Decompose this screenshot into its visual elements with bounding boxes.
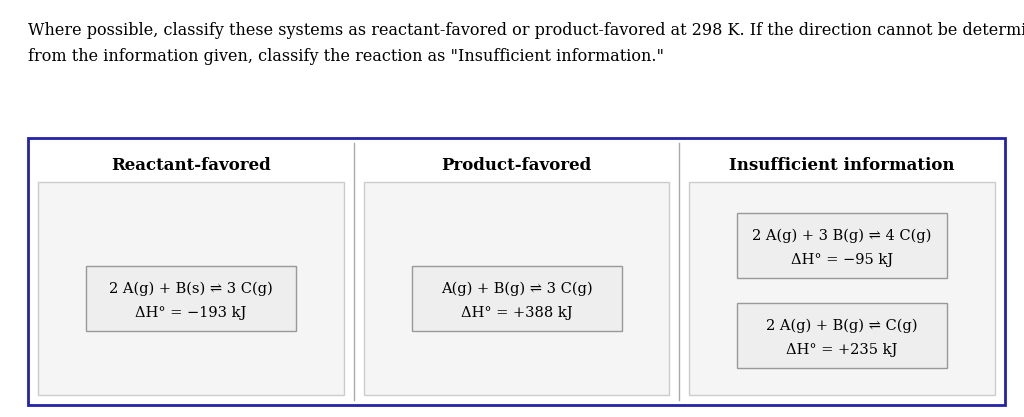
Text: Where possible, classify these systems as reactant-favored or product-favored at: Where possible, classify these systems a… <box>28 22 1024 39</box>
Text: Reactant-favored: Reactant-favored <box>111 158 270 174</box>
Text: ΔH° = −95 kJ: ΔH° = −95 kJ <box>792 253 893 267</box>
FancyBboxPatch shape <box>737 303 947 368</box>
Text: A(g) + B(g) ⇌ 3 C(g): A(g) + B(g) ⇌ 3 C(g) <box>440 281 592 296</box>
Text: Insufficient information: Insufficient information <box>729 158 955 174</box>
Text: ΔH° = +388 kJ: ΔH° = +388 kJ <box>461 306 572 320</box>
Text: from the information given, classify the reaction as "Insufficient information.": from the information given, classify the… <box>28 48 664 65</box>
FancyBboxPatch shape <box>689 182 995 395</box>
FancyBboxPatch shape <box>28 138 1005 405</box>
FancyBboxPatch shape <box>38 182 344 395</box>
Text: 2 A(g) + B(s) ⇌ 3 C(g): 2 A(g) + B(s) ⇌ 3 C(g) <box>109 281 272 296</box>
Text: 2 A(g) + B(g) ⇌ C(g): 2 A(g) + B(g) ⇌ C(g) <box>766 319 918 333</box>
FancyBboxPatch shape <box>737 214 947 279</box>
Text: ΔH° = +235 kJ: ΔH° = +235 kJ <box>786 343 898 357</box>
FancyBboxPatch shape <box>86 266 296 331</box>
Text: Product-favored: Product-favored <box>441 158 592 174</box>
Text: ΔH° = −193 kJ: ΔH° = −193 kJ <box>135 306 247 320</box>
FancyBboxPatch shape <box>364 182 670 395</box>
FancyBboxPatch shape <box>412 266 622 331</box>
Text: 2 A(g) + 3 B(g) ⇌ 4 C(g): 2 A(g) + 3 B(g) ⇌ 4 C(g) <box>753 229 932 244</box>
